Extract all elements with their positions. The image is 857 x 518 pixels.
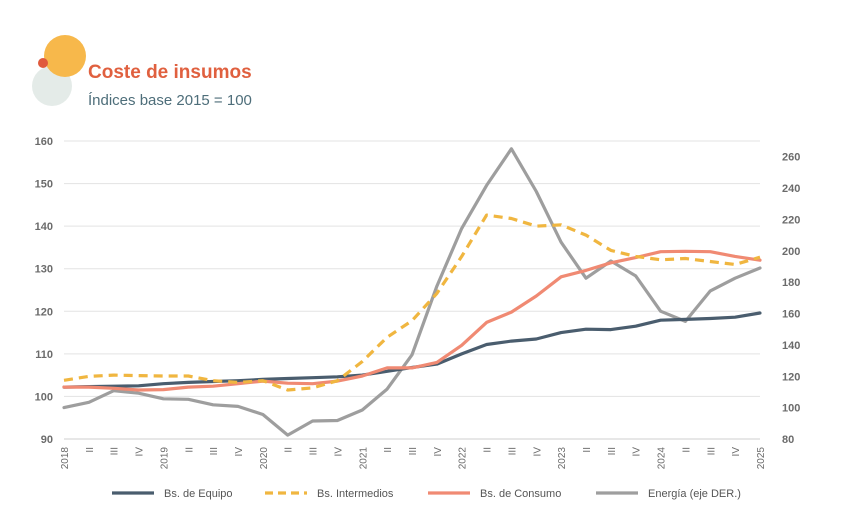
x-tick-label: II	[681, 447, 692, 453]
x-tick-label: III	[706, 447, 717, 455]
x-tick-label: IV	[632, 447, 643, 457]
x-tick-label: IV	[532, 447, 543, 457]
x-tick-label: II	[85, 447, 96, 453]
legend-label: Bs. de Consumo	[480, 488, 561, 500]
chart-subtitle: Índices base 2015 = 100	[88, 92, 252, 109]
y-left-tick-label: 140	[35, 221, 53, 233]
x-tick-label: III	[507, 447, 518, 455]
y-left-tick-label: 90	[41, 434, 53, 446]
legend-label: Bs. Intermedios	[317, 488, 394, 500]
y-left-tick-label: 150	[35, 179, 53, 191]
x-tick-label: III	[110, 447, 121, 455]
x-tick-label: II	[383, 447, 394, 453]
x-tick-label: II	[582, 447, 593, 453]
y-right-tick-label: 160	[782, 309, 800, 321]
x-tick-label: III	[607, 447, 618, 455]
x-tick-label: 2024	[657, 447, 668, 470]
brand-logo	[32, 35, 86, 106]
x-tick-label: 2022	[458, 447, 469, 470]
y-right-tick-label: 220	[782, 214, 800, 226]
x-tick-label: III	[408, 447, 419, 455]
y-left-tick-label: 160	[35, 136, 53, 148]
x-tick-label: II	[284, 447, 295, 453]
x-tick-label: IV	[234, 447, 245, 457]
series-line	[63, 213, 761, 392]
logo-dot	[38, 58, 48, 68]
x-tick-label: II	[483, 447, 494, 453]
series-line	[62, 311, 762, 389]
series-line	[62, 147, 762, 437]
x-tick-label: 2025	[756, 447, 767, 470]
x-tick-label: IV	[135, 447, 146, 457]
x-tick-label: 2018	[60, 447, 71, 470]
y-right-tick-label: 240	[782, 183, 800, 195]
legend-label: Energía (eje DER.)	[648, 488, 741, 500]
y-left-tick-label: 130	[35, 264, 53, 276]
x-tick-label: III	[209, 447, 220, 455]
x-tick-label: 2020	[259, 447, 270, 470]
y-right-tick-label: 120	[782, 371, 800, 383]
y-left-tick-label: 110	[35, 349, 53, 361]
y-right-tick-label: 100	[782, 403, 800, 415]
x-tick-label: III	[309, 447, 320, 455]
y-right-tick-label: 260	[782, 152, 800, 164]
x-tick-label: IV	[433, 447, 444, 457]
y-right-tick-label: 180	[782, 277, 800, 289]
y-right-tick-label: 80	[782, 434, 794, 446]
x-tick-label: II	[184, 447, 195, 453]
x-tick-label: IV	[731, 447, 742, 457]
chart-title: Coste de insumos	[88, 62, 252, 83]
logo-circle-large	[44, 35, 86, 77]
series-line	[62, 249, 762, 392]
x-tick-label: 2023	[557, 447, 568, 470]
y-right-tick-label: 200	[782, 246, 800, 258]
y-right-tick-label: 140	[782, 340, 800, 352]
y-left-tick-label: 100	[35, 391, 53, 403]
x-tick-label: IV	[333, 447, 344, 457]
x-tick-label: 2021	[358, 447, 369, 470]
x-tick-label: 2019	[159, 447, 170, 470]
y-left-tick-label: 120	[35, 306, 53, 318]
legend-label: Bs. de Equipo	[164, 488, 233, 500]
